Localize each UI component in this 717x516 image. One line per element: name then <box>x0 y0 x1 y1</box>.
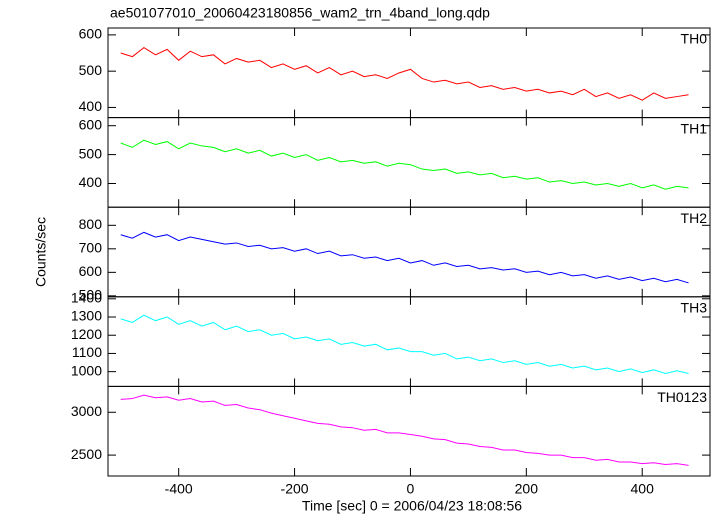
data-line <box>120 46 689 101</box>
y-tick-label: 600 <box>79 263 103 279</box>
y-tick-label: 2500 <box>71 446 102 462</box>
y-axis-label: Counts/sec <box>33 217 49 287</box>
y-tick-label: 1400 <box>71 290 102 306</box>
x-axis-label: Time [sec] 0 = 2006/04/23 18:08:56 <box>302 498 522 514</box>
x-tick-label: 200 <box>515 481 539 497</box>
panel-frame <box>107 27 711 119</box>
y-tick-label: 400 <box>79 174 103 190</box>
panel-label: TH0123 <box>657 389 707 405</box>
chart-title: ae501077010_20060423180856_wam2_trn_4ban… <box>110 5 490 21</box>
panel-frame <box>107 206 711 298</box>
panel-label: TH3 <box>681 300 708 316</box>
panel-label: TH0 <box>681 31 708 47</box>
x-tick-label: 400 <box>631 481 655 497</box>
y-tick-label: 400 <box>79 98 103 114</box>
y-tick-label: 1200 <box>71 326 102 342</box>
panel-frame <box>107 296 711 387</box>
x-tick-label: -200 <box>281 481 309 497</box>
y-tick-label: 600 <box>79 116 103 132</box>
y-tick-label: 500 <box>79 145 103 161</box>
panel-frame <box>107 385 711 477</box>
panel-frame <box>107 117 711 208</box>
data-line <box>120 231 689 284</box>
y-tick-label: 1000 <box>71 362 102 378</box>
data-line <box>120 314 689 374</box>
data-line <box>120 394 689 466</box>
y-tick-label: 3000 <box>71 403 102 419</box>
data-line <box>120 139 689 190</box>
panel-label: TH1 <box>681 120 708 136</box>
x-tick-label: 0 <box>407 481 415 497</box>
y-tick-label: 1100 <box>72 344 102 360</box>
y-tick-label: 500 <box>79 62 103 78</box>
y-tick-label: 1300 <box>71 308 102 324</box>
y-tick-label: 600 <box>79 26 103 42</box>
y-tick-label: 800 <box>79 216 103 232</box>
y-tick-label: 700 <box>79 240 103 256</box>
x-tick-label: -400 <box>165 481 193 497</box>
panel-label: TH2 <box>681 210 708 226</box>
y-tick-label: 500 <box>79 287 103 303</box>
